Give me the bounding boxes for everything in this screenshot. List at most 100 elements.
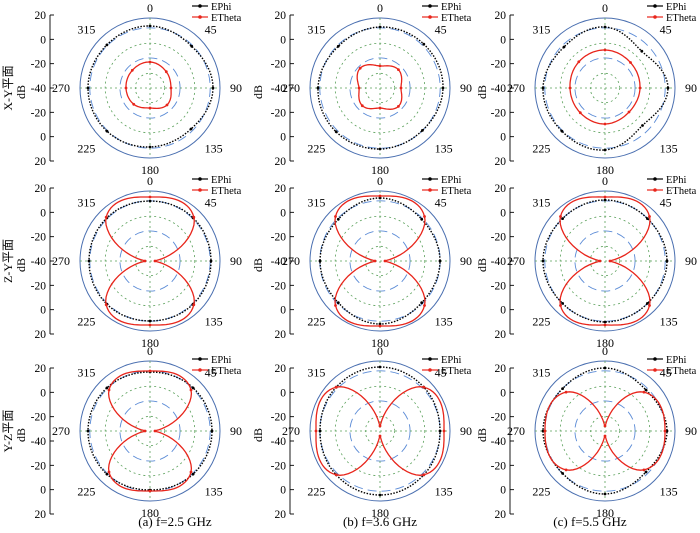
data-point-etheta [564, 390, 568, 394]
data-point-ephi [603, 25, 607, 29]
db-axis-label: dB [14, 428, 28, 442]
angle-label-45: 45 [205, 195, 217, 209]
row-label: X-Y平面 [1, 65, 15, 110]
angle-label-0: 0 [147, 174, 153, 188]
data-point-etheta [107, 388, 111, 392]
db-tick-label: 0 [40, 34, 46, 46]
angle-label-0: 0 [147, 344, 153, 358]
db-axis-label: dB [251, 428, 265, 442]
data-point-etheta [559, 215, 562, 218]
legend-marker-etheta [198, 188, 202, 192]
data-point-etheta [627, 110, 631, 114]
angle-label-315: 315 [307, 22, 325, 36]
legend-marker-etheta [653, 188, 657, 192]
data-point-ephi [148, 24, 152, 28]
db-tick-label: 20 [275, 363, 287, 375]
db-tick-label: 20 [35, 363, 47, 375]
db-tick-label: -20 [491, 232, 507, 244]
data-point-etheta [189, 388, 193, 392]
data-point-ephi [190, 44, 194, 48]
db-tick-label: -20 [491, 59, 507, 71]
angle-label-180: 180 [371, 336, 389, 350]
angle-label-225: 225 [77, 315, 95, 329]
db-tick-label: -20 [31, 460, 47, 472]
legend-label-ephi: EPhi [666, 175, 687, 186]
legend-label-ephi: EPhi [666, 2, 687, 13]
series-line-ephi [87, 371, 213, 491]
polar-plot-yz-5.5: 0 45 90 135 180 225 270 315 20 0 -20 -40 -20 0 20 dB EPh… [475, 344, 697, 521]
db-tick-label: 0 [280, 305, 286, 317]
data-point-ephi [603, 492, 607, 496]
legend-label-etheta: ETheta [666, 13, 697, 24]
db-tick-label: -20 [491, 460, 507, 472]
db-tick-label: 0 [500, 207, 506, 219]
legend-marker-etheta [198, 15, 202, 19]
polar-plot-xy-5.5: 0 45 90 135 180 225 270 315 20 0 -20 -40 -20 0 20 dB EPh… [475, 1, 697, 177]
data-point-etheta [132, 102, 136, 106]
db-tick-label: -20 [491, 412, 507, 424]
data-point-etheta [107, 470, 111, 474]
data-point-ephi [210, 429, 214, 433]
db-tick-label: 0 [500, 34, 506, 46]
legend-label-etheta: ETheta [441, 186, 472, 197]
angle-label-225: 225 [77, 142, 95, 156]
data-point-etheta [360, 104, 364, 108]
data-point-ephi [334, 130, 338, 134]
data-point-etheta [383, 259, 387, 263]
legend-label-ephi: EPhi [441, 2, 462, 13]
db-tick-label: -20 [491, 280, 507, 292]
data-point-ephi [191, 386, 195, 390]
data-point-ephi [378, 365, 382, 369]
data-point-etheta [378, 106, 382, 110]
legend-label-ephi: EPhi [211, 355, 232, 366]
db-tick-label: 0 [280, 387, 286, 399]
angle-label-180: 180 [371, 506, 389, 520]
db-tick-label: -40 [491, 436, 507, 448]
db-tick-label: -40 [31, 256, 47, 268]
db-axis-label: dB [475, 258, 489, 272]
data-point-etheta [148, 195, 152, 199]
angle-label-135: 135 [205, 485, 223, 499]
data-point-ephi [86, 86, 90, 90]
db-tick-label: -20 [271, 460, 287, 472]
data-point-ephi [378, 147, 382, 151]
angle-label-225: 225 [307, 142, 325, 156]
data-point-etheta [169, 86, 173, 90]
data-point-ephi [336, 44, 340, 48]
angle-label-315: 315 [77, 22, 95, 36]
legend-marker-etheta [653, 15, 657, 19]
angle-label-135: 135 [435, 142, 453, 156]
db-tick-label: 20 [35, 509, 47, 521]
data-point-ephi [665, 259, 669, 263]
data-point-etheta [104, 215, 108, 219]
data-point-ephi [603, 320, 607, 324]
db-tick-label: 20 [35, 156, 47, 168]
data-point-etheta [378, 434, 382, 438]
data-point-ephi [420, 301, 424, 305]
data-point-etheta [378, 64, 382, 68]
legend-marker-etheta [653, 368, 657, 372]
angle-label-270: 270 [52, 254, 70, 268]
data-point-etheta [358, 66, 362, 70]
angle-label-90: 90 [460, 424, 472, 438]
angle-label-180: 180 [596, 506, 614, 520]
angle-label-90: 90 [685, 424, 697, 438]
db-tick-label: 20 [495, 363, 507, 375]
db-tick-label: -40 [271, 436, 287, 448]
data-point-ephi [318, 259, 322, 263]
data-point-etheta [568, 86, 572, 90]
db-tick-label: 20 [495, 329, 507, 341]
data-point-ephi [541, 429, 545, 433]
data-point-ephi [86, 429, 90, 433]
data-point-etheta [378, 194, 382, 198]
db-tick-label: 20 [495, 10, 507, 22]
angle-label-45: 45 [660, 22, 672, 36]
data-point-etheta [603, 48, 607, 52]
legend-label-etheta: ETheta [666, 186, 697, 197]
row-label: Y-Z平面 [1, 410, 15, 453]
db-tick-label: 20 [35, 10, 47, 22]
data-point-etheta [148, 60, 152, 64]
series-line-ephi [542, 199, 668, 323]
data-point-etheta [423, 215, 426, 218]
